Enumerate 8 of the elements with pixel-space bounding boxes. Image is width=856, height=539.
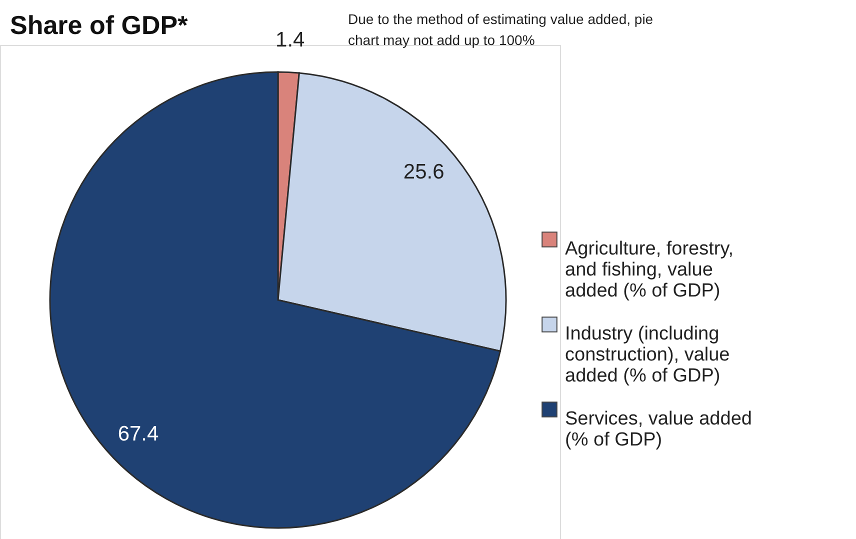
legend-label: Services, value added (% of GDP): [565, 408, 752, 450]
legend-label: Agriculture, forestry, and fishing, value added (% of GDP): [565, 238, 734, 302]
chart-title: Share of GDP*: [10, 10, 189, 40]
data-label: 25.6: [403, 160, 444, 184]
data-label: 67.4: [118, 422, 160, 446]
text: Due to the method of estimating value added, pie chart may not add up to 100%: [348, 11, 654, 48]
legend-label: Industry (including construction), value added (% of GDP): [565, 324, 730, 386]
data-label: 1.4: [276, 28, 306, 52]
